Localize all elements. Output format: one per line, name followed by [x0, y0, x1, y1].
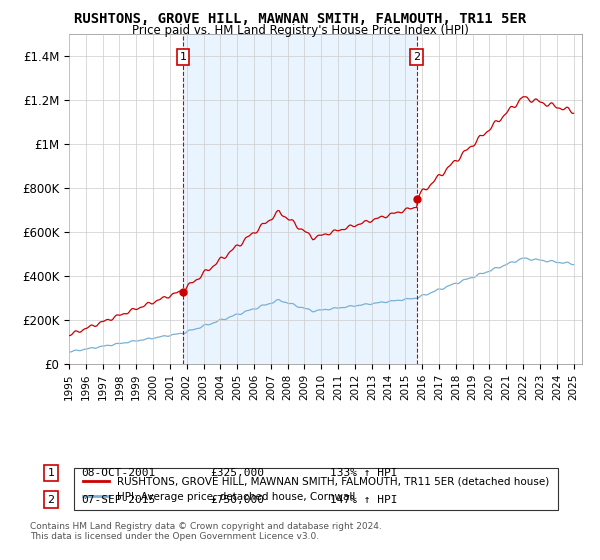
Text: 2: 2	[47, 494, 55, 505]
Text: £750,000: £750,000	[210, 494, 264, 505]
Text: Price paid vs. HM Land Registry's House Price Index (HPI): Price paid vs. HM Land Registry's House …	[131, 24, 469, 37]
Text: 133% ↑ HPI: 133% ↑ HPI	[330, 468, 398, 478]
Text: 2: 2	[413, 52, 421, 62]
Text: RUSHTONS, GROVE HILL, MAWNAN SMITH, FALMOUTH, TR11 5ER: RUSHTONS, GROVE HILL, MAWNAN SMITH, FALM…	[74, 12, 526, 26]
Text: £325,000: £325,000	[210, 468, 264, 478]
Legend: RUSHTONS, GROVE HILL, MAWNAN SMITH, FALMOUTH, TR11 5ER (detached house), HPI: Av: RUSHTONS, GROVE HILL, MAWNAN SMITH, FALM…	[74, 468, 557, 510]
Text: 1: 1	[47, 468, 55, 478]
Bar	[183, 34, 417, 364]
Text: 1: 1	[179, 52, 187, 62]
Text: 147% ↑ HPI: 147% ↑ HPI	[330, 494, 398, 505]
Text: 08-OCT-2001: 08-OCT-2001	[81, 468, 155, 478]
Text: Contains HM Land Registry data © Crown copyright and database right 2024.
This d: Contains HM Land Registry data © Crown c…	[30, 522, 382, 542]
Text: 07-SEP-2015: 07-SEP-2015	[81, 494, 155, 505]
